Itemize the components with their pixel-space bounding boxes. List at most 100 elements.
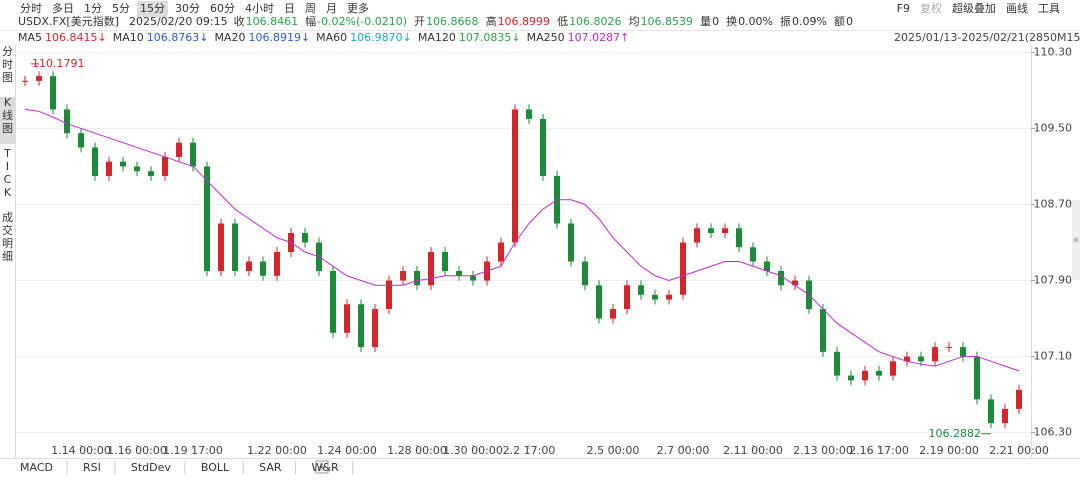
x-tick-label: 1.14 00:00 <box>51 444 111 457</box>
timeframe-tab[interactable]: 日 <box>284 2 295 15</box>
quote-value: 0.09% <box>792 15 827 28</box>
candle <box>50 76 56 110</box>
indicator-tab[interactable]: SAR <box>259 461 282 474</box>
timeframe-tab[interactable]: 多日 <box>52 1 74 15</box>
candle <box>918 356 924 362</box>
x-tick-label: 2.13 00:00 <box>793 444 853 457</box>
timeframe-tab[interactable]: 30分 <box>175 2 200 15</box>
ma-name: MA250 <box>527 31 565 44</box>
quote-value: 106.8539 <box>641 15 694 28</box>
side-tab-char: 图 <box>2 122 13 135</box>
y-tick-label: 108.70 <box>1034 197 1073 210</box>
y-tick-label: 107.90 <box>1034 274 1073 287</box>
range: 2025/01/13-2025/02/21(2850M15) <box>894 31 1080 44</box>
x-tick-label: 2.11 00:00 <box>723 444 783 457</box>
x-tick-label: 2.19 00:00 <box>919 444 979 457</box>
timeframe-tab[interactable]: 4小时 <box>245 2 274 15</box>
collapse-handle[interactable] <box>1072 200 1080 280</box>
side-tab-char: 时 <box>2 58 13 71</box>
ma-name: MA60 <box>316 31 347 44</box>
tool-button[interactable]: 超级叠加 <box>952 1 996 15</box>
candle <box>36 76 42 81</box>
timeframe-tab[interactable]: 1分 <box>84 2 102 15</box>
candle <box>736 228 742 248</box>
timeframe-tab[interactable]: 60分 <box>210 2 235 15</box>
side-tab-char: 线 <box>2 108 13 122</box>
quote-label: 收 <box>234 14 245 28</box>
tool-button[interactable]: 复权 <box>920 1 942 15</box>
ma-name: MA20 <box>214 31 245 44</box>
high-label: 110.1791 <box>32 57 85 70</box>
candle <box>568 223 574 262</box>
add-tab[interactable] <box>315 460 329 474</box>
quote-label: 开 <box>414 15 425 28</box>
candle <box>778 271 784 286</box>
tool-button[interactable]: F9 <box>897 2 910 15</box>
quote-label: 均 <box>629 15 640 28</box>
quote-value: 106.8461 <box>246 15 299 28</box>
quote-value: -0.02%(-0.0210) <box>317 15 407 28</box>
side-tab[interactable]: 成交明细 <box>2 211 13 263</box>
x-tick-label: 1.19 17:00 <box>163 444 223 457</box>
x-tick-label: 1.30 00:00 <box>443 444 503 457</box>
indicator-tab[interactable]: RSI <box>83 461 101 474</box>
candle <box>666 294 672 300</box>
indicator-tab[interactable]: StdDev <box>131 461 172 474</box>
timeframe-tab[interactable]: 更多 <box>347 1 369 15</box>
ma-value: 106.8919↓ <box>248 31 310 44</box>
side-tab-char: 细 <box>2 250 13 263</box>
candle <box>764 261 770 272</box>
candle <box>302 232 308 243</box>
ma-value: 106.8763↓ <box>147 31 209 44</box>
candle <box>442 252 448 272</box>
side-tab-char: I <box>6 160 9 173</box>
candle <box>960 347 966 357</box>
indicator-tab[interactable]: BOLL <box>201 461 230 474</box>
candle <box>652 294 658 300</box>
timeframe-tab[interactable]: 15分 <box>140 2 165 15</box>
timeframe-tab[interactable]: 周 <box>305 2 316 15</box>
candle <box>274 252 280 276</box>
quote-label: 振 <box>780 14 791 28</box>
quote-label: 高 <box>486 14 497 28</box>
x-tick-label: 1.24 00:00 <box>317 444 377 457</box>
quote-label: 量 <box>700 15 711 28</box>
active-side-tab <box>0 97 15 144</box>
ma-name: MA10 <box>113 31 144 44</box>
collapse-icon: « <box>1073 233 1080 246</box>
ma-value: 106.9870↓ <box>350 31 412 44</box>
candle <box>708 228 714 233</box>
active-tab-bg <box>137 1 168 17</box>
candle <box>330 271 336 333</box>
candle <box>470 275 476 281</box>
candle <box>190 142 196 167</box>
tool-button[interactable]: 画线 <box>1006 1 1028 15</box>
candle <box>344 304 350 333</box>
side-tab[interactable]: K 线图 <box>2 96 13 135</box>
candle <box>22 80 28 82</box>
indicator-tab[interactable]: MACD <box>20 461 53 474</box>
side-tab-char: 分 <box>2 45 13 58</box>
candle <box>414 271 420 286</box>
x-tick-label: 2.16 17:00 <box>849 444 909 457</box>
x-tick-label: 2.2 17:00 <box>503 444 556 457</box>
candle <box>358 304 364 348</box>
candle <box>456 271 462 276</box>
quote-label: 换 <box>726 14 737 28</box>
side-tab[interactable]: 分时图 <box>2 45 13 84</box>
candle <box>386 280 392 310</box>
candle <box>540 118 546 176</box>
timeframe-tab[interactable]: 分时 <box>20 2 42 15</box>
tool-button[interactable]: 工具 <box>1038 2 1060 15</box>
indicator-tab[interactable]: W&R <box>312 461 339 474</box>
timeframe-tab[interactable]: 5分 <box>112 2 130 15</box>
side-tab-char: 交 <box>2 223 13 237</box>
side-tab-char: K <box>4 96 12 109</box>
x-tick-label: 1.28 00:00 <box>387 444 447 457</box>
candle <box>820 309 826 352</box>
side-tab-char: 图 <box>2 71 13 84</box>
candle <box>792 280 798 286</box>
timeframe-tab[interactable]: 月 <box>326 2 337 15</box>
